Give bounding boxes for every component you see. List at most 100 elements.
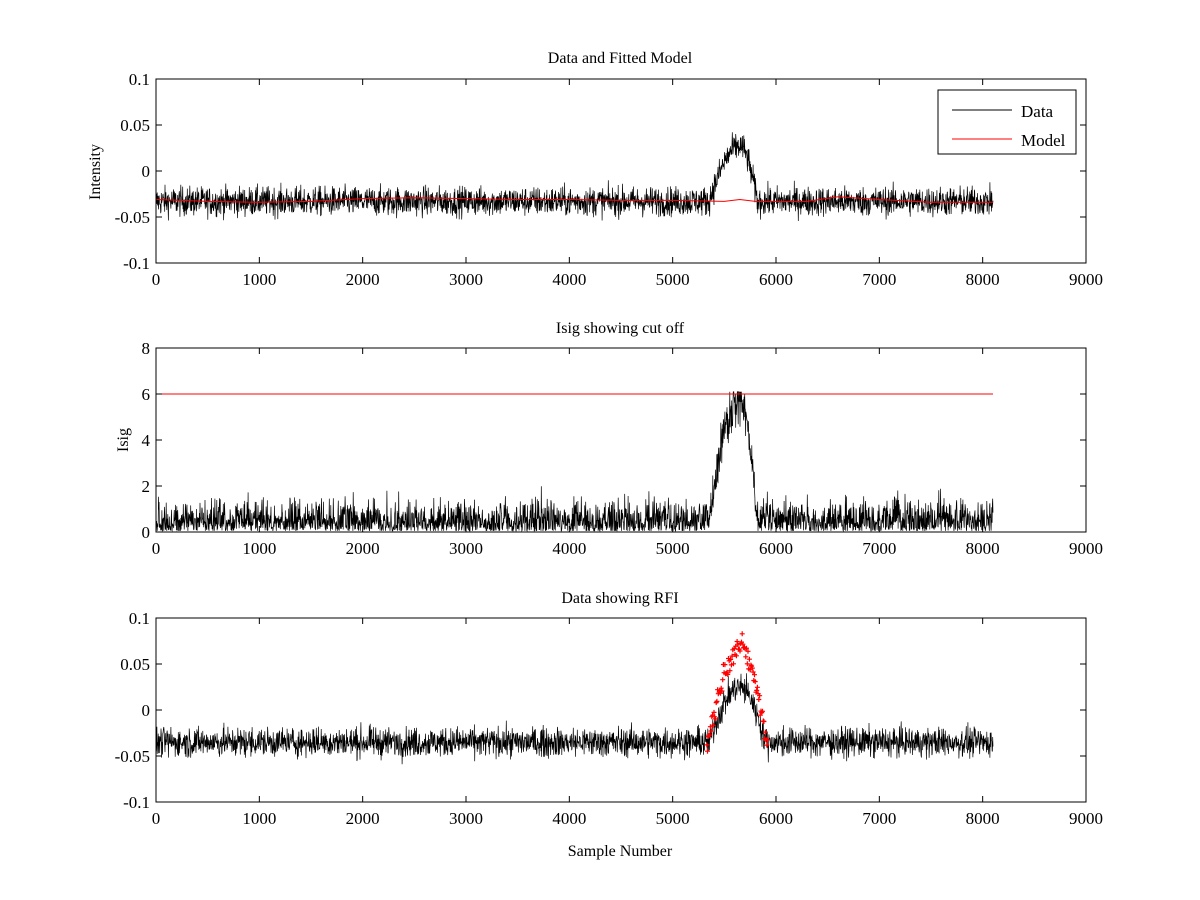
rfi-marker [707, 724, 713, 730]
y-tick-label: -0.1 [123, 793, 150, 812]
rfi-marker [733, 653, 739, 659]
rfi-marker [748, 662, 754, 668]
y-tick-label: -0.1 [123, 254, 150, 273]
rfi-marker [711, 709, 717, 715]
rfi-marker [707, 732, 713, 738]
x-tick-label: 8000 [966, 270, 1000, 289]
x-tick-label: 6000 [759, 809, 793, 828]
rfi-marker [722, 662, 728, 668]
y-axis-label: Isig [115, 428, 132, 452]
rfi-marker [705, 748, 710, 754]
panel-data-rfi: Data showing RFI 0 1000 2000 3000 4000 5000 60… [115, 590, 1103, 860]
rfi-marker [727, 668, 733, 674]
x-tick-label: 0 [152, 270, 161, 289]
x-tick-label: 4000 [552, 539, 586, 558]
x-tick-label: 5000 [656, 539, 690, 558]
plot-area [155, 631, 994, 765]
rfi-marker [746, 656, 752, 662]
rfi-marker [728, 656, 734, 662]
plot-area [155, 391, 994, 533]
rfi-marker [704, 742, 710, 748]
rfi-marker [725, 671, 731, 677]
x-tick-label: 6000 [759, 539, 793, 558]
legend-box [937, 89, 1077, 155]
legend: Data Model [937, 89, 1077, 155]
y-tick-label: 0.05 [120, 655, 150, 674]
x-tick-label: 7000 [862, 270, 896, 289]
rfi-marker [764, 742, 770, 748]
series-data-line [155, 132, 994, 222]
y-tick-label: -0.05 [115, 208, 150, 227]
plot-area [155, 132, 994, 222]
rfi-marker [761, 719, 767, 724]
x-tick-label: 9000 [1069, 809, 1103, 828]
rfi-marker [754, 687, 760, 693]
legend-model-label: Model [1021, 131, 1066, 150]
x-tick-label: 0 [152, 809, 161, 828]
x-tick-label: 3000 [449, 809, 483, 828]
y-tick-label: 0 [142, 701, 151, 720]
rfi-marker [752, 672, 757, 678]
rfi-marker [737, 648, 743, 654]
chart-title: Data showing RFI [561, 590, 678, 607]
rfi-marker [757, 712, 763, 718]
rfi-marker [756, 697, 762, 702]
y-tick-label: 0.1 [129, 70, 150, 89]
axis-ticks: 0 1000 2000 3000 4000 5000 6000 7000 8000 9000 -0.… [115, 609, 1103, 828]
x-tick-label: 6000 [759, 270, 793, 289]
x-tick-label: 4000 [552, 809, 586, 828]
rfi-marker [765, 737, 770, 743]
x-tick-label: 5000 [656, 809, 690, 828]
x-tick-label: 7000 [862, 809, 896, 828]
y-tick-label: 0.05 [120, 116, 150, 135]
panel-isig-cut-off: Isig showing cut off Isig 0 1000 2000 3000 4… [115, 320, 1103, 558]
chart-title: Data and Fitted Model [548, 50, 693, 67]
x-tick-label: 8000 [966, 539, 1000, 558]
y-tick-label: -0.05 [115, 747, 150, 766]
x-tick-label: 4000 [552, 270, 586, 289]
x-tick-label: 2000 [346, 270, 380, 289]
rfi-marker [708, 728, 714, 734]
x-axis-label: Sample Number [568, 843, 673, 860]
rfi-marker [754, 684, 760, 690]
rfi-marker [757, 693, 763, 699]
rfi-marker [734, 639, 740, 644]
legend-data-label: Data [1021, 102, 1054, 121]
x-tick-label: 3000 [449, 539, 483, 558]
y-tick-label: 6 [142, 385, 151, 404]
axis-ticks: 0 1000 2000 3000 4000 5000 6000 7000 8000 9000 -0.… [115, 70, 1103, 289]
panel-data-fitted-model: Data and Fitted Model Intensity 0 1000 200… [87, 50, 1103, 289]
rfi-marker [744, 661, 750, 667]
x-tick-label: 5000 [656, 270, 690, 289]
rfi-marker [712, 716, 718, 722]
rfi-marker [739, 631, 745, 637]
y-tick-label: 2 [142, 477, 151, 496]
x-tick-label: 1000 [242, 809, 276, 828]
x-tick-label: 2000 [346, 539, 380, 558]
rfi-marker [749, 665, 755, 671]
y-tick-label: 8 [142, 339, 151, 358]
series-model-line [155, 196, 993, 203]
x-tick-label: 0 [152, 539, 161, 558]
x-tick-label: 3000 [449, 270, 483, 289]
rfi-marker [731, 661, 736, 667]
y-tick-label: 4 [142, 431, 151, 450]
rfi-marker [760, 708, 765, 714]
x-tick-label: 8000 [966, 809, 1000, 828]
y-axis-label: Intensity [87, 144, 104, 200]
y-tick-label: 0 [142, 523, 151, 542]
rfi-marker [750, 669, 756, 675]
rfi-marker [740, 641, 746, 647]
axis-ticks: 0 1000 2000 3000 4000 5000 6000 7000 8000 9000 0 2 4… [142, 339, 1104, 558]
x-tick-label: 9000 [1069, 270, 1103, 289]
y-tick-label: 0 [142, 162, 151, 181]
x-tick-label: 1000 [242, 270, 276, 289]
y-tick-label: 0.1 [129, 609, 150, 628]
rfi-marker [735, 642, 741, 648]
rfi-marker [744, 645, 749, 651]
x-tick-label: 7000 [862, 539, 896, 558]
rfi-marker [720, 677, 726, 683]
rfi-marker [752, 679, 758, 685]
rfi-marker [762, 729, 768, 735]
